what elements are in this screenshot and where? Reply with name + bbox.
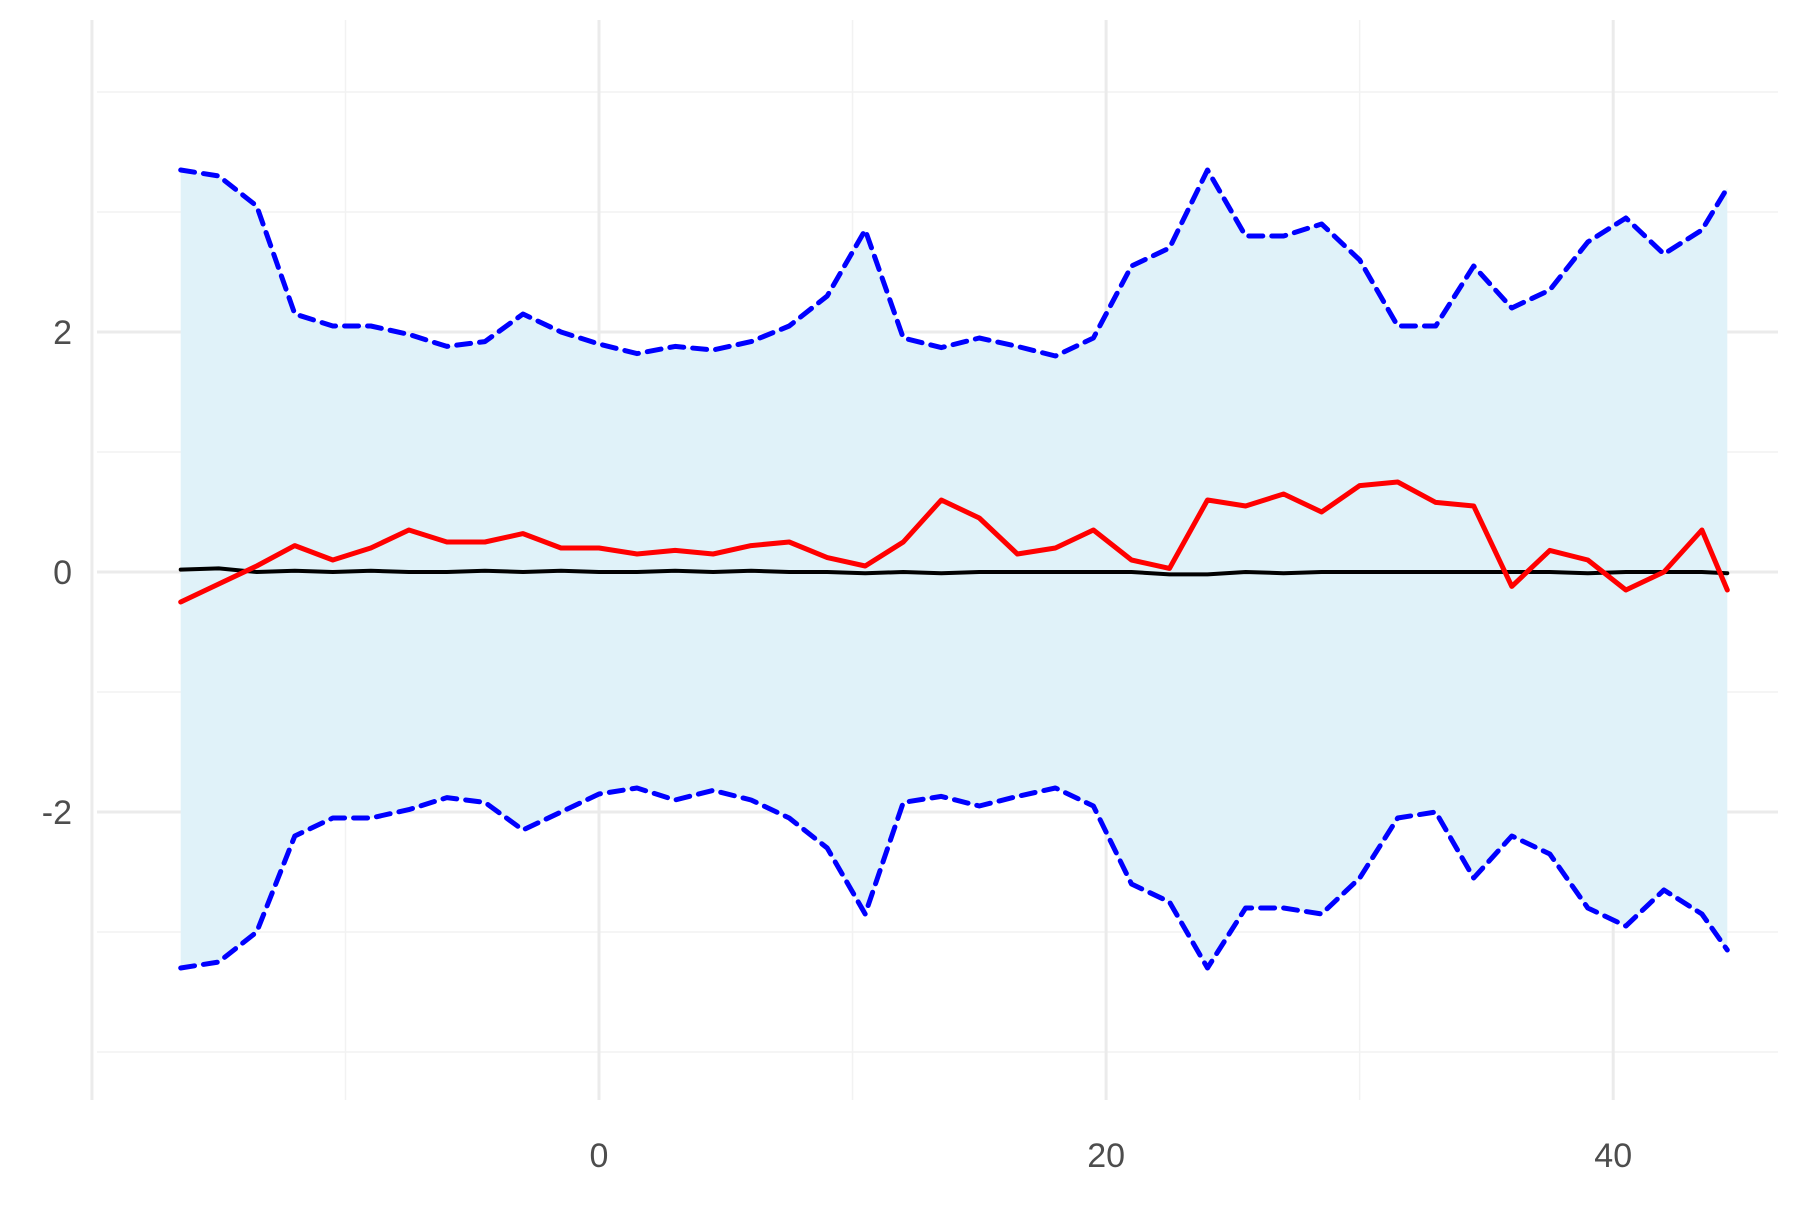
y-tick-label: 0 <box>53 554 72 592</box>
confidence-band <box>180 170 1728 968</box>
y-axis-tick-labels: -2 0 2 <box>42 314 72 832</box>
lower-bound-line <box>178 785 1730 971</box>
x-axis-tick-labels: 0 20 40 <box>590 1137 1633 1175</box>
confidence-band-area <box>180 170 1728 968</box>
series-lines <box>178 167 1730 971</box>
x-tick-label: 20 <box>1087 1137 1125 1175</box>
x-tick-label: 40 <box>1594 1137 1632 1175</box>
estimate-line <box>178 479 1730 605</box>
x-tick-label: 0 <box>590 1137 609 1175</box>
y-tick-label: -2 <box>42 794 72 832</box>
y-tick-label: 2 <box>53 314 72 352</box>
baseline-line <box>178 566 1730 577</box>
upper-bound-line <box>178 167 1730 359</box>
